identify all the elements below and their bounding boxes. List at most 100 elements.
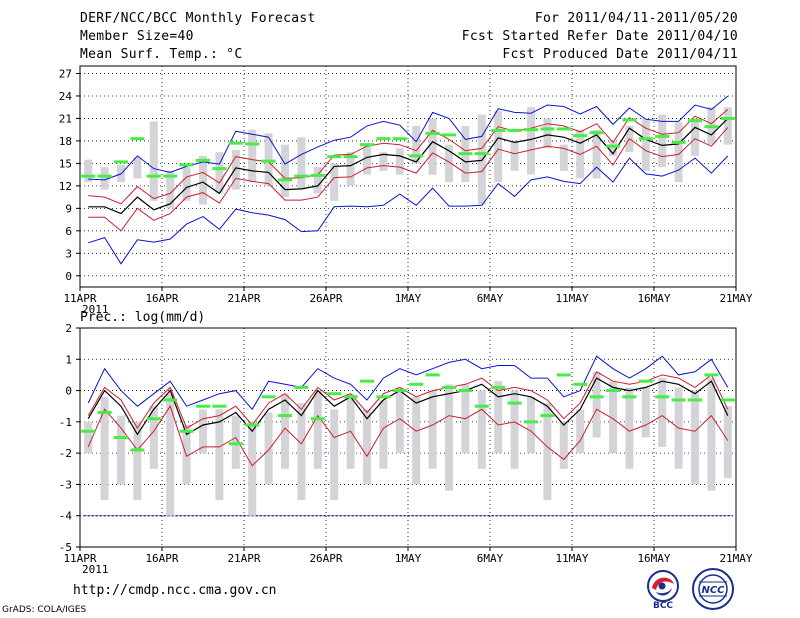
temp-member-spread-box — [199, 155, 207, 205]
temp-member-spread-box — [346, 152, 355, 186]
precip-member-spread-box — [313, 390, 322, 469]
precip-member-spread-box — [149, 406, 158, 469]
precip-member-spread-box — [100, 396, 109, 501]
temp-ytick-label: 18 — [59, 135, 72, 148]
precip-ytick-label: -2 — [59, 447, 72, 460]
precip-upper-ci-line — [87, 371, 729, 430]
precip-member-spread-box — [231, 415, 240, 469]
precip-lower-ci-line — [87, 405, 729, 467]
precip-member-spread-box — [691, 390, 699, 485]
temp-ytick-label: 12 — [59, 180, 72, 193]
temp-xtick-label: 16MAY — [637, 292, 670, 305]
temp-member-spread-box — [330, 163, 339, 201]
temp-member-spread-box — [182, 167, 191, 201]
temp-member-spread-box — [84, 159, 93, 183]
precip-member-spread-box — [199, 409, 207, 454]
temp-member-spread-box — [133, 157, 142, 179]
precip-xtick-label: 21APR — [227, 552, 260, 565]
temp-ytick-label: 6 — [65, 225, 72, 238]
temp-member-spread-box — [691, 118, 699, 156]
precip-ytick-label: -4 — [59, 510, 73, 523]
temp-xtick-label: 21MAY — [719, 292, 752, 305]
precip-member-spread-box — [609, 381, 617, 454]
precip-xtick-label: 16MAY — [637, 552, 670, 565]
precip-ytick-label: -3 — [59, 478, 72, 491]
temp-xtick-label: 21APR — [227, 292, 260, 305]
temp-upper-ci-line — [88, 109, 729, 205]
temp-year-label: 2011 — [82, 303, 109, 316]
temp-member-spread-box — [592, 129, 601, 179]
precip-member-spread-box — [576, 409, 585, 454]
precip-xtick-label: 1MAY — [395, 552, 422, 565]
temp-member-spread-box — [510, 140, 519, 171]
bcc-logo: BCC — [647, 570, 679, 610]
temp-lower-ci-line — [88, 127, 729, 232]
precip-ytick-label: -1 — [59, 416, 72, 429]
precip-ytick-label: -5 — [59, 541, 72, 554]
member-size-label: Member Size=40 — [80, 29, 194, 44]
precip-member-spread-box — [477, 390, 486, 469]
precip-ytick-label: 0 — [65, 385, 72, 398]
temp-member-spread-box — [674, 122, 683, 183]
temp-xtick-label: 6MAY — [477, 292, 504, 305]
temp-ytick-label: 15 — [59, 157, 72, 170]
temp-member-spread-box — [494, 110, 503, 183]
precip-ytick-label: 1 — [65, 353, 72, 366]
temp-xtick-label: 26APR — [309, 292, 342, 305]
precip-member-spread-box — [445, 384, 453, 491]
precip-member-spread-box — [641, 387, 650, 438]
precip-member-spread-box — [166, 393, 175, 516]
precip-xtick-label: 6MAY — [477, 552, 504, 565]
precip-member-spread-box — [527, 396, 535, 454]
precip-panel-title: Prec.: log(mm/d) — [80, 310, 206, 325]
precip-member-spread-box — [215, 409, 224, 501]
temp-ytick-label: 24 — [59, 90, 73, 103]
precip-xtick-label: 16APR — [145, 552, 178, 565]
precip-member-spread-box — [707, 378, 716, 491]
temp-member-spread-box — [395, 148, 404, 175]
precip-year-label: 2011 — [82, 563, 109, 576]
temp-ytick-label: 9 — [65, 202, 72, 215]
temp-member-spread-box — [412, 125, 421, 164]
variable-label: Mean Surf. Temp.: °C — [80, 47, 243, 62]
precip-member-spread-box — [510, 390, 519, 469]
temp-xtick-label: 11APR — [63, 292, 96, 305]
temp-member-spread-box — [428, 118, 437, 175]
temp-ytick-label: 0 — [65, 270, 72, 283]
ncc-logo: NCC — [692, 568, 734, 610]
precip-member-spread-box — [625, 387, 634, 469]
temp-member-spread-box — [559, 144, 568, 171]
precip-member-spread-box — [543, 403, 552, 501]
temp-ensemble-min-line — [88, 155, 729, 265]
temp-member-spread-box — [363, 144, 371, 175]
temp-member-spread-box — [609, 140, 617, 156]
temp-member-spread-box — [166, 170, 175, 209]
temp-member-spread-box — [313, 167, 322, 194]
temp-ensemble-max-line — [88, 95, 729, 181]
precip-member-spread-box — [658, 378, 667, 447]
bcc-logo-text: BCC — [653, 601, 673, 610]
precip-member-spread-box — [395, 387, 404, 454]
precip-member-spread-box — [723, 406, 732, 479]
precip-member-spread-box — [592, 371, 601, 438]
precip-xtick-label: 11APR — [63, 552, 96, 565]
precip-member-spread-box — [428, 390, 437, 469]
forecast-period-label: For 2011/04/11-2011/05/20 — [534, 11, 738, 26]
precip-ytick-label: 2 — [65, 322, 72, 335]
temp-member-spread-box — [723, 107, 732, 145]
produced-date-label: Fcst Produced Date 2011/04/11 — [502, 47, 738, 62]
website-url[interactable]: http://cmdp.ncc.cma.gov.cn — [73, 583, 277, 598]
temp-ytick-label: 3 — [65, 247, 72, 260]
temp-member-spread-box — [445, 144, 453, 183]
precip-member-spread-box — [559, 421, 568, 469]
temp-ytick-label: 21 — [59, 112, 72, 125]
temp-ytick-label: 27 — [59, 67, 72, 80]
temp-xtick-label: 16APR — [145, 292, 178, 305]
ncc-logo-text: NCC — [701, 585, 725, 596]
temp-member-spread-box — [281, 144, 289, 198]
precip-xtick-label: 26APR — [309, 552, 342, 565]
precip-member-spread-box — [363, 409, 371, 485]
temp-member-spread-box — [215, 152, 224, 194]
temp-ensemble-mean-line — [88, 117, 729, 215]
temp-member-spread-box — [231, 149, 240, 190]
